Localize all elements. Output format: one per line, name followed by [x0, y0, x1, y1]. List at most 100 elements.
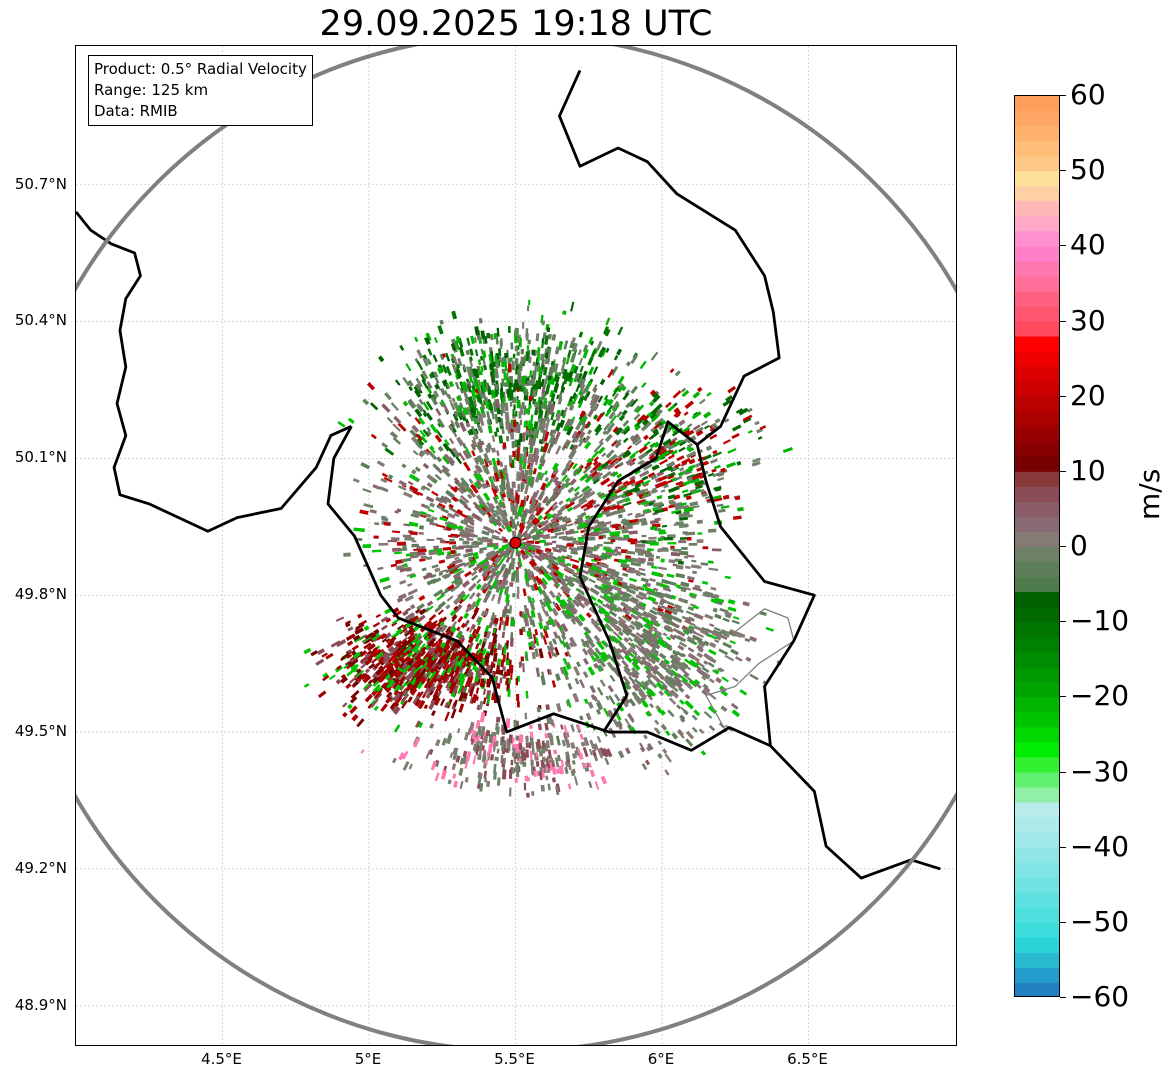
echo-pixel [494, 509, 500, 516]
echo-pixel [587, 701, 594, 709]
echo-pixel [537, 569, 543, 575]
echo-pixel [504, 748, 509, 753]
echo-pixel [491, 447, 496, 453]
echo-pixel [568, 449, 577, 460]
echo-pixel [542, 627, 549, 639]
echo-pixel [409, 554, 419, 559]
echo-pixel [569, 558, 580, 564]
echo-pixel [527, 420, 532, 430]
echo-pixel [585, 561, 593, 567]
echo-pixel [616, 498, 627, 505]
radar-map[interactable] [75, 45, 957, 1046]
echo-pixel [555, 673, 561, 681]
echo-pixel [502, 645, 507, 655]
colorbar-tick-label: 0 [1070, 528, 1088, 562]
echo-pixel [570, 724, 575, 732]
echo-pixel [437, 600, 447, 609]
echo-pixel [472, 755, 477, 765]
echo-pixel [588, 781, 593, 789]
echo-pixel [537, 422, 543, 431]
echo-pixel [555, 412, 562, 422]
echo-pixel [430, 710, 436, 717]
echo-pixel [491, 512, 498, 518]
echo-pixel [483, 610, 489, 617]
echo-pixel [673, 485, 680, 491]
echo-pixel [510, 342, 514, 350]
echo-pixel [419, 643, 426, 651]
echo-pixel [429, 502, 435, 508]
echo-pixel [412, 509, 421, 515]
echo-pixel [731, 424, 742, 432]
echo-pixel [470, 570, 478, 577]
echo-pixel [426, 358, 431, 365]
echo-pixel [529, 528, 537, 535]
echo-pixel [421, 567, 427, 572]
echo-pixel [418, 416, 426, 425]
colorbar-band [1015, 922, 1059, 939]
echo-pixel [517, 483, 521, 492]
echo-pixel [624, 718, 630, 725]
colorbar-band [1015, 982, 1059, 996]
echo-pixel [482, 586, 489, 594]
echo-pixel [538, 439, 543, 444]
echo-pixel [547, 558, 559, 567]
echo-pixel [657, 740, 663, 746]
echo-pixel [532, 750, 535, 755]
echo-pixel [618, 461, 624, 468]
echo-pixel [505, 552, 511, 558]
echo-pixel [696, 652, 704, 659]
echo-pixel [429, 521, 438, 527]
echo-pixel [535, 548, 542, 555]
echo-pixel [379, 576, 390, 583]
echo-pixel [481, 530, 490, 536]
echo-pixel [427, 508, 435, 513]
echo-pixel [547, 528, 554, 533]
echo-pixel [445, 604, 451, 610]
echo-pixel [601, 521, 612, 526]
echo-pixel [455, 569, 465, 577]
echo-pixel [486, 411, 491, 422]
radar-site-marker[interactable] [509, 536, 522, 549]
echo-pixel [489, 333, 494, 341]
echo-pixel [515, 743, 520, 753]
echo-pixel [527, 339, 531, 345]
echo-pixel [562, 464, 571, 475]
echo-pixel [570, 551, 579, 555]
echo-pixel [531, 651, 536, 660]
echo-pixel [362, 636, 372, 644]
echo-pixel [410, 436, 419, 445]
echo-pixel [731, 433, 740, 440]
echo-pixel [514, 439, 517, 447]
colorbar-band [1015, 231, 1059, 247]
echo-pixel [363, 625, 370, 632]
echo-pixel [693, 613, 704, 621]
echo-pixel [538, 648, 544, 659]
echo-pixel [683, 411, 689, 416]
echo-pixel [439, 516, 448, 522]
echo-pixel [539, 472, 545, 481]
echo-pixel [465, 548, 473, 553]
echo-pixel [535, 476, 540, 483]
echo-pixel [509, 787, 512, 797]
echo-pixel [425, 749, 431, 760]
echo-pixel [429, 423, 438, 433]
echo-pixel [398, 684, 404, 691]
echo-pixel [610, 365, 619, 376]
colorbar-band [1015, 832, 1059, 849]
echo-pixel [588, 748, 593, 756]
echo-pixel [528, 436, 532, 446]
echo-pixel [457, 632, 463, 639]
echo-pixel [650, 351, 659, 361]
echo-pixel [587, 356, 594, 366]
echo-pixel [607, 398, 614, 407]
echo-pixel [730, 702, 739, 710]
echo-pixel [647, 557, 654, 562]
echo-pixel [569, 340, 574, 349]
echo-pixel [531, 544, 541, 549]
echo-pixel [467, 493, 473, 500]
echo-pixel [460, 495, 470, 504]
echo-pixel [629, 518, 639, 524]
echo-pixel [577, 493, 584, 499]
echo-pixel [475, 592, 481, 598]
echo-pixel [412, 489, 421, 496]
